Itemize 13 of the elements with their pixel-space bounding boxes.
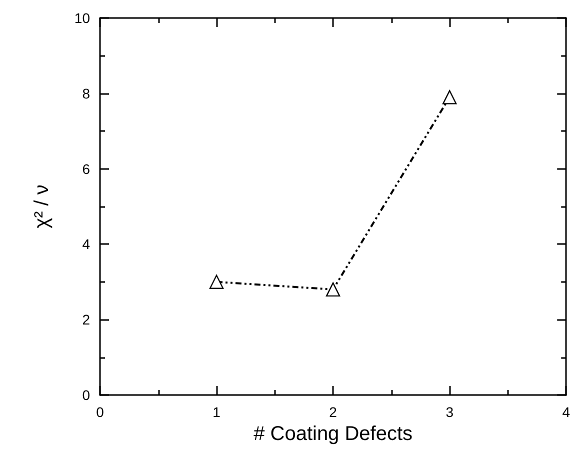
x-tick-label: 2 xyxy=(329,404,338,420)
x-tick-label: 4 xyxy=(562,404,570,420)
x-tick-label: 1 xyxy=(212,404,221,420)
y-tick-label: 4 xyxy=(82,236,90,252)
y-tick-label: 0 xyxy=(82,387,90,403)
y-tick-label: 10 xyxy=(74,10,90,26)
y-tick-label: 6 xyxy=(82,160,90,177)
y-axis-title: χ² / ν xyxy=(31,184,53,228)
y-tick-label: 2 xyxy=(82,312,90,328)
y-tick-label: 8 xyxy=(82,85,90,102)
x-tick-label: 0 xyxy=(96,404,104,420)
x-axis-title: # Coating Defects xyxy=(254,422,413,445)
x-tick-label: 3 xyxy=(446,404,454,420)
